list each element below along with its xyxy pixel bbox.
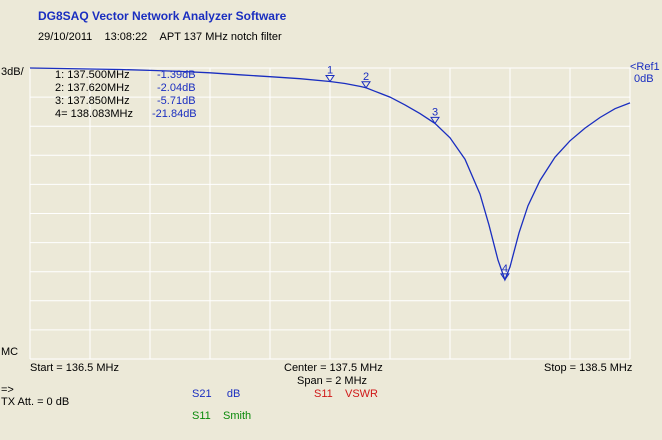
marker-1-triangle: [325, 74, 335, 83]
marker-2-value: -2.04dB: [157, 82, 196, 94]
marker-3-value: -5.71dB: [157, 95, 196, 107]
tx-attenuation: TX Att. = 0 dB: [1, 396, 70, 408]
span-frequency: Span = 2 MHz: [297, 375, 368, 387]
marker-3-triangle: [430, 116, 440, 125]
marker-2-triangle: [361, 81, 371, 89]
s21-trace: [29, 67, 631, 282]
trace-param: S11: [192, 410, 211, 422]
trace-markers: 1 2 3 4: [325, 64, 510, 281]
ref-label: <Ref1: [630, 61, 660, 73]
time-text: 13:08:22: [104, 31, 148, 43]
date-text: 29/10/2011: [38, 31, 93, 43]
trace-s11-smith[interactable]: S11 Smith: [192, 410, 251, 422]
marker-2-label: 2: [363, 71, 369, 83]
description-text: APT 137 MHz notch filter: [159, 31, 282, 43]
trace-s11-vswr[interactable]: S11 VSWR: [314, 388, 378, 400]
plot-grid: [29, 67, 631, 360]
trace-format: dB: [226, 388, 241, 400]
trace-param: S21: [192, 388, 212, 400]
app-title: DG8SAQ Vector Network Analyzer Software: [38, 9, 287, 23]
measurement-info: 29/10/2011 13:08:22 APT 137 MHz notch fi…: [38, 31, 282, 43]
trace-s21-db[interactable]: S21 dB: [192, 388, 240, 400]
trace-param: S11: [314, 388, 333, 400]
marker-3-frequency: 3: 137.850MHz: [55, 95, 130, 107]
marker-3-label: 3: [432, 106, 438, 118]
marker-4-label: 4: [502, 263, 508, 275]
marker-1-label: 1: [327, 64, 333, 76]
marker-4-triangle: [499, 273, 510, 281]
marker-4-value: -21.84dB: [152, 108, 197, 120]
center-frequency: Center = 137.5 MHz: [284, 362, 383, 374]
mc-label: MC: [1, 346, 19, 358]
trace-format: Smith: [223, 410, 252, 422]
marker-4-frequency: 4= 138.083MHz: [55, 108, 133, 120]
start-frequency: Start = 136.5 MHz: [30, 362, 119, 374]
stop-frequency: Stop = 138.5 MHz: [544, 362, 633, 374]
command-prompt: =>: [1, 384, 14, 396]
marker-1-value: -1.39dB: [157, 69, 196, 81]
ref-value: 0dB: [634, 73, 654, 85]
trace-format: VSWR: [345, 388, 378, 400]
marker-1-frequency: 1: 137.500MHz: [55, 69, 130, 81]
y-scale-label: 3dB/: [1, 66, 24, 78]
marker-2-frequency: 2: 137.620MHz: [55, 82, 130, 94]
